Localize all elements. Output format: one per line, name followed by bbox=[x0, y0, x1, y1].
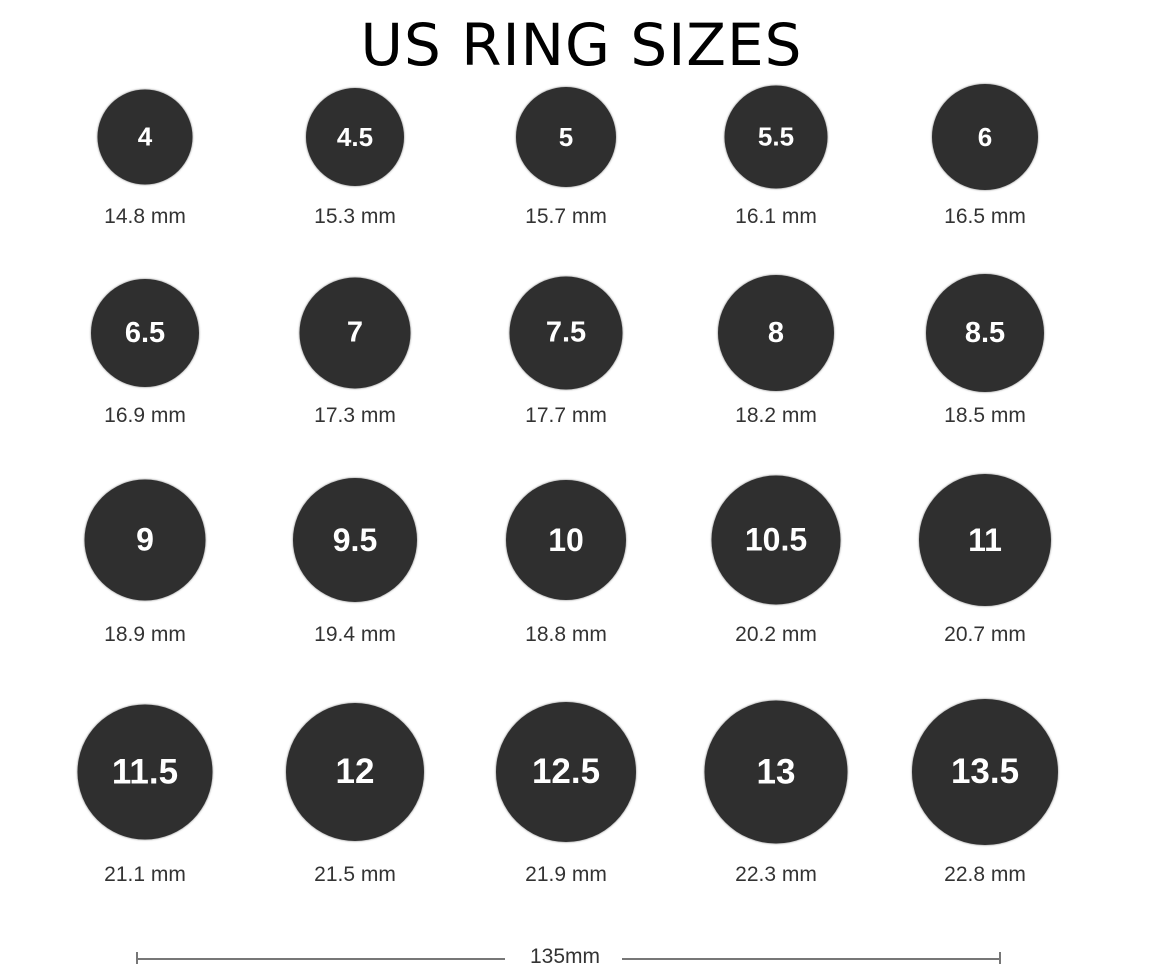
ring-circle-size-8: 8 bbox=[718, 275, 834, 391]
ring-diameter-label: 16.9 mm bbox=[104, 404, 186, 427]
ring-circle-size-13: 13 bbox=[704, 700, 848, 844]
ring-diameter-label: 17.7 mm bbox=[525, 404, 607, 427]
ring-circle-size-10: 10 bbox=[506, 480, 626, 600]
ring-diameter-label: 18.2 mm bbox=[735, 404, 817, 427]
ring-diameter-label: 16.1 mm bbox=[735, 205, 817, 228]
ring-circle-size-8-5: 8.5 bbox=[926, 274, 1044, 392]
ring-diameter-label: 20.7 mm bbox=[944, 623, 1026, 646]
scale-line-right bbox=[622, 958, 1000, 960]
ring-circle-size-4: 4 bbox=[97, 89, 193, 185]
ring-diameter-label: 18.5 mm bbox=[944, 404, 1026, 427]
ring-circle-size-12: 12 bbox=[286, 703, 424, 841]
ring-diameter-label: 15.7 mm bbox=[525, 205, 607, 228]
ring-circle-size-6-5: 6.5 bbox=[91, 279, 199, 387]
ring-circle-size-5-5: 5.5 bbox=[724, 85, 828, 189]
ring-diameter-label: 21.1 mm bbox=[104, 863, 186, 886]
ring-diameter-label: 15.3 mm bbox=[314, 205, 396, 228]
ring-circle-size-6: 6 bbox=[932, 84, 1038, 190]
ring-circle-size-7: 7 bbox=[299, 277, 411, 389]
ring-diameter-label: 18.9 mm bbox=[104, 623, 186, 646]
ring-diameter-label: 14.8 mm bbox=[104, 205, 186, 228]
scale-label: 135mm bbox=[529, 945, 601, 968]
ring-diameter-label: 18.8 mm bbox=[525, 623, 607, 646]
ring-diameter-label: 21.9 mm bbox=[525, 863, 607, 886]
ring-diameter-label: 22.8 mm bbox=[944, 863, 1026, 886]
chart-title: US RING SIZES bbox=[360, 11, 803, 79]
ring-circle-size-13-5: 13.5 bbox=[912, 699, 1058, 845]
ring-circle-size-9: 9 bbox=[84, 479, 206, 601]
ring-circle-size-11: 11 bbox=[919, 474, 1051, 606]
ring-circle-size-11-5: 11.5 bbox=[77, 704, 213, 840]
ring-circle-size-9-5: 9.5 bbox=[293, 478, 417, 602]
ring-diameter-label: 16.5 mm bbox=[944, 205, 1026, 228]
scale-line-left bbox=[137, 958, 505, 960]
ring-circle-size-4-5: 4.5 bbox=[306, 88, 404, 186]
ring-diameter-label: 22.3 mm bbox=[735, 863, 817, 886]
ring-diameter-label: 17.3 mm bbox=[314, 404, 396, 427]
ring-diameter-label: 21.5 mm bbox=[314, 863, 396, 886]
scale-end-tick bbox=[999, 952, 1001, 964]
ring-diameter-label: 20.2 mm bbox=[735, 623, 817, 646]
ring-circle-size-5: 5 bbox=[516, 87, 616, 187]
ring-circle-size-12-5: 12.5 bbox=[496, 702, 636, 842]
ring-diameter-label: 19.4 mm bbox=[314, 623, 396, 646]
ring-circle-size-10-5: 10.5 bbox=[711, 475, 841, 605]
ring-circle-size-7-5: 7.5 bbox=[509, 276, 623, 390]
